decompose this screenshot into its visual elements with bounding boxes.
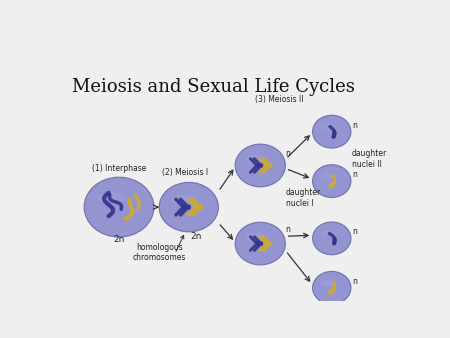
Ellipse shape [98, 192, 126, 204]
Text: daughter
nuclei I: daughter nuclei I [286, 188, 321, 208]
Text: n: n [352, 277, 357, 286]
Ellipse shape [245, 155, 266, 163]
Text: homologous
chromosomes: homologous chromosomes [132, 243, 186, 263]
Text: n: n [285, 149, 290, 159]
Ellipse shape [245, 233, 266, 241]
Text: Meiosis and Sexual Life Cycles: Meiosis and Sexual Life Cycles [72, 78, 355, 96]
Text: 2n: 2n [113, 235, 125, 244]
Text: (1) Interphase: (1) Interphase [92, 164, 146, 173]
Text: n: n [285, 225, 290, 234]
Ellipse shape [320, 280, 336, 286]
Text: (3) Meiosis II: (3) Meiosis II [255, 95, 304, 104]
Text: n: n [352, 121, 357, 130]
Text: daughter
nuclei II: daughter nuclei II [352, 149, 387, 169]
Ellipse shape [235, 144, 285, 187]
Text: 2n: 2n [190, 232, 202, 241]
Ellipse shape [313, 115, 351, 148]
Ellipse shape [313, 271, 351, 304]
Text: n: n [352, 227, 357, 237]
Ellipse shape [320, 123, 336, 130]
Ellipse shape [320, 173, 336, 179]
Ellipse shape [171, 195, 195, 204]
Text: (2) Meiosis I: (2) Meiosis I [162, 168, 208, 177]
Ellipse shape [235, 222, 285, 265]
Ellipse shape [313, 222, 351, 255]
Ellipse shape [84, 177, 154, 237]
Ellipse shape [313, 165, 351, 197]
Ellipse shape [159, 183, 218, 232]
Text: n: n [352, 170, 357, 179]
Ellipse shape [320, 230, 336, 237]
